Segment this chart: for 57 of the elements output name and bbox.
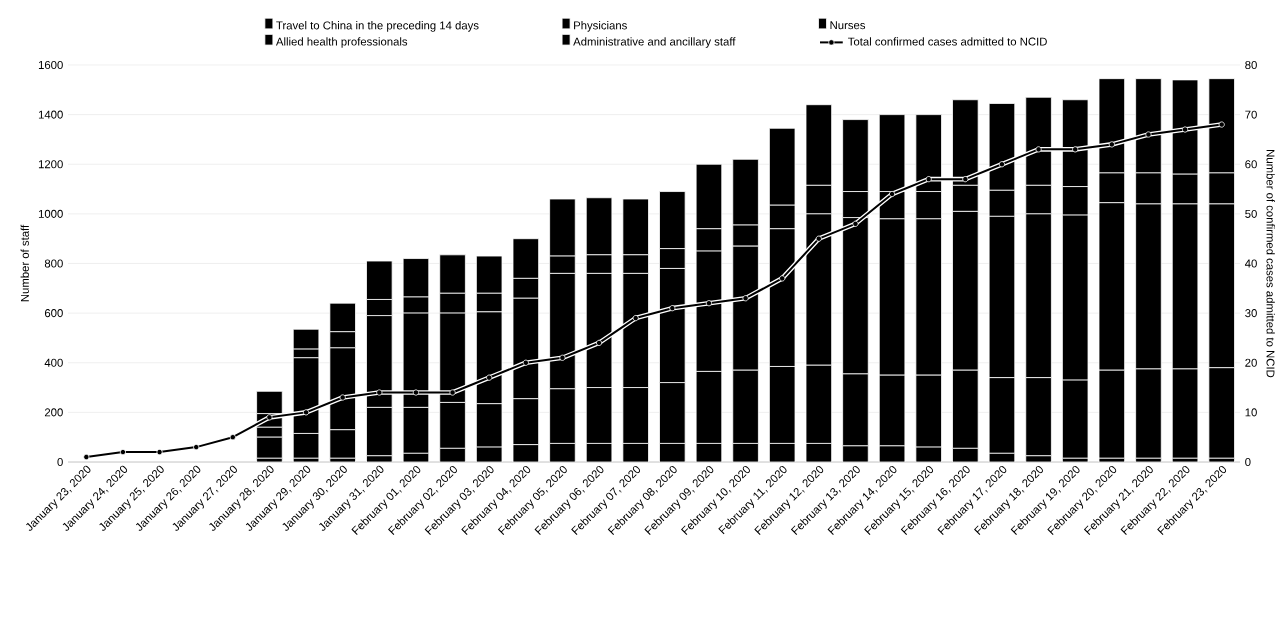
- y-tick-label: 1200: [38, 160, 63, 169]
- point: [1182, 126, 1189, 133]
- legend-label: Allied health professionals: [275, 37, 408, 48]
- point: [412, 389, 420, 396]
- point: [303, 409, 310, 416]
- y-tick-label: 1400: [38, 110, 63, 119]
- legend-label: Physicians: [574, 21, 627, 32]
- point: [998, 161, 1006, 168]
- y-tick-label: 1600: [38, 60, 63, 69]
- point: [339, 394, 346, 401]
- y2-tick-label: 50: [1245, 209, 1257, 218]
- point: [815, 235, 822, 242]
- point: [486, 374, 493, 381]
- y2-tick-label: 70: [1245, 110, 1257, 119]
- point: [1218, 121, 1225, 128]
- point: [852, 220, 859, 227]
- point: [376, 389, 383, 396]
- point: [596, 339, 603, 346]
- point: [449, 389, 456, 396]
- point: [83, 453, 90, 461]
- y2-tick-label: 40: [1244, 259, 1257, 268]
- legend-label: Nurses: [830, 21, 866, 30]
- point: [1072, 146, 1079, 153]
- y2-tick-label: 20: [1245, 358, 1257, 367]
- legend-label: Total confirmed cases admitted to NCID: [848, 37, 1047, 46]
- point: [705, 300, 713, 307]
- point: [742, 295, 749, 302]
- point: [1145, 131, 1152, 138]
- point: [119, 449, 127, 456]
- point: [889, 190, 896, 198]
- point: [1108, 141, 1115, 148]
- y-tick-label: 0: [57, 458, 63, 466]
- point: [925, 176, 932, 183]
- point: [522, 359, 529, 366]
- y2-tick-label: 60: [1245, 160, 1257, 169]
- y-tick-label: 400: [44, 358, 63, 367]
- point: [779, 275, 786, 282]
- point: [962, 176, 969, 183]
- point: [632, 315, 639, 322]
- y2-axis-title: Number of confirmed cases admitted to NCID: [1266, 150, 1275, 378]
- y-tick-label: 800: [44, 259, 63, 268]
- y-axis-title: Number of staff: [20, 224, 29, 302]
- y-tick-label: 600: [44, 309, 63, 318]
- y2-tick-label: 0: [1245, 458, 1251, 466]
- legend-label: Administrative and ancillary staff: [573, 37, 736, 48]
- point: [193, 444, 200, 451]
- point: [1035, 146, 1042, 153]
- y-tick-label: 200: [44, 408, 63, 417]
- point: [559, 354, 566, 361]
- y-tick-label: 1000: [38, 209, 63, 218]
- y2-tick-label: 30: [1245, 309, 1257, 318]
- legend-label: Travel to China in the preceding 14 days: [276, 21, 479, 32]
- y2-tick-label: 80: [1245, 61, 1257, 70]
- point: [229, 434, 236, 441]
- point: [669, 305, 676, 312]
- point: [156, 449, 163, 456]
- y2-tick-label: 10: [1245, 408, 1257, 417]
